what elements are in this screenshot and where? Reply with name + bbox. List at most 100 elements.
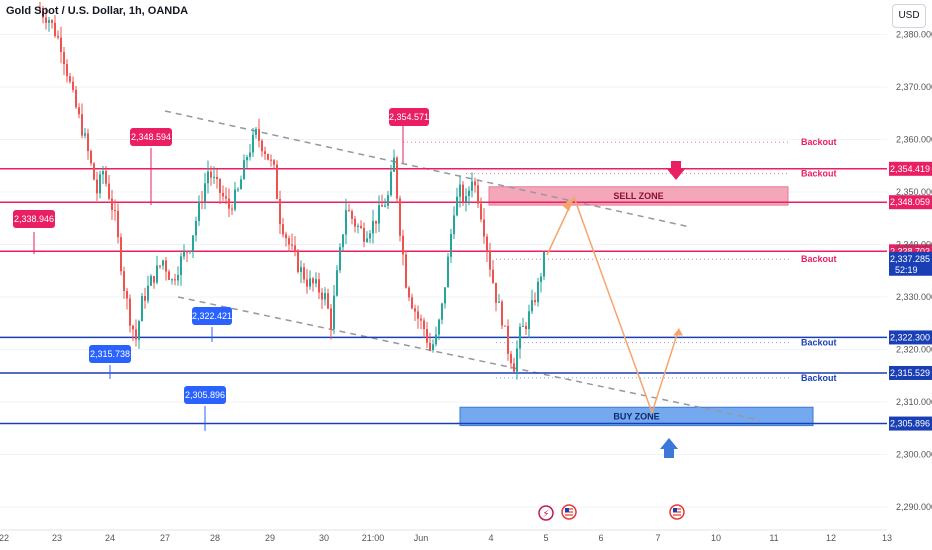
candle-body [255,129,257,135]
candle-body [462,184,464,202]
candle-body [336,270,338,296]
candle-body [267,153,269,160]
event-lightning-glyph: ⚡ [542,509,549,520]
sell-arrow-down-icon [667,161,685,180]
candle-body [48,20,50,23]
x-tick-label: 12 [826,533,836,543]
candle-body [393,157,395,172]
candle-body [60,37,62,53]
candle-body [471,181,473,191]
candle-body [489,251,491,270]
candle-body [528,311,530,330]
callout-price-text: 2,315.738 [90,349,130,359]
candle-body [396,157,398,199]
candle-body [300,267,302,273]
us-flag-canton [565,508,569,512]
level-price-text: 2,322.300 [890,332,930,342]
candle-body [390,171,392,196]
candle-body [93,163,95,180]
candle-body [315,279,317,284]
x-tick-label: 7 [655,533,660,543]
candle-body [270,159,272,161]
candle-body [513,363,515,372]
candle-body [168,271,170,280]
backout-label: Backout [801,254,837,264]
x-tick-label: 5 [543,533,548,543]
y-tick-label: 2,350.000 [896,187,932,197]
candle-body [258,129,260,141]
currency-button[interactable]: USD [892,4,926,28]
level-price-tag [889,195,932,210]
candle-body [522,325,524,327]
x-tick-label: 11 [769,533,778,543]
candle-body [150,276,152,286]
candle-body [324,293,326,300]
candle-body [384,205,386,207]
candle-body [249,152,251,157]
candle-body [285,234,287,239]
candle-body [456,196,458,216]
candle-body [426,329,428,343]
candle-body [438,319,440,335]
candle-body [153,276,155,283]
candle-body [243,160,245,180]
candle-body [354,218,356,227]
projection-arrow-target-icon [673,328,683,336]
candle-body [495,282,497,303]
candle-body [537,281,539,303]
candle-body [177,274,179,281]
candle-body [126,290,128,299]
candle-body [534,300,536,303]
countdown-text: 52:19 [895,265,918,275]
candle-body [411,297,413,309]
x-tick-label: 28 [210,533,220,543]
callout-price-text: 2,338.946 [14,214,54,224]
candle-body [327,293,329,309]
candle-body [204,183,206,202]
candle-body [54,22,56,37]
candle-body [294,245,296,252]
candle-body [90,151,92,164]
candle-body [63,52,65,65]
level-price-tag [889,416,932,431]
candle-body [108,183,110,199]
level-price-tag [889,161,932,176]
candle-body [96,179,98,194]
candle-body [261,140,263,152]
x-tick-label: 29 [265,533,275,543]
candle-body [399,198,401,236]
candle-body [423,320,425,330]
candle-body [288,238,290,245]
candle-body [366,238,368,242]
candle-body [57,36,59,38]
candle-body [120,237,122,272]
x-tick-label: 27 [160,533,170,543]
candle-body [207,171,209,184]
candle-body [417,311,419,319]
candle-body [435,334,437,345]
buy-arrow-up-icon [660,438,678,458]
candle-body [225,196,227,199]
current-price-text: 2,337.285 [890,254,930,264]
y-tick-label: 2,360.000 [896,135,932,145]
callout-box [192,307,232,325]
candle-body [117,210,119,238]
candle-body [408,287,410,298]
candle-body [312,278,314,284]
candle-body [159,265,161,267]
y-tick-label: 2,300.000 [896,450,932,460]
candle-body [375,220,377,224]
candle-body [342,234,344,248]
x-tick-label: 4 [488,533,493,543]
candle-body [132,325,134,330]
candle-body [501,301,503,326]
x-tick-label: 21:00 [362,533,385,543]
x-tick-label: 6 [598,533,603,543]
y-tick-label: 2,340.000 [896,240,932,250]
candle-body [420,318,422,321]
candle-body [459,184,461,197]
candle-body [525,325,527,330]
us-flag-canton [673,508,677,512]
y-tick-label: 2,320.000 [896,345,932,355]
